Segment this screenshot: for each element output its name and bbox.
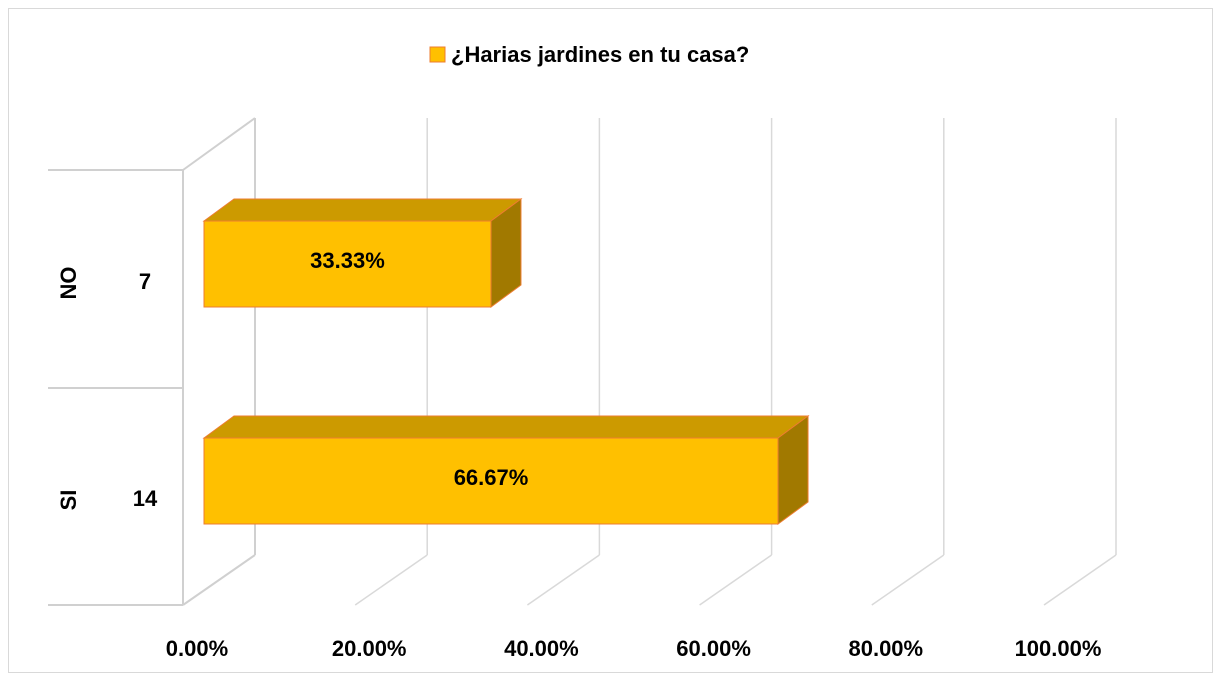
floor-line [526,554,600,606]
bar [203,220,492,308]
x-tick-label: 80.00% [848,636,923,661]
floor-line [1043,554,1117,606]
data-label: 66.67% [454,465,529,490]
bar-top [202,415,810,439]
category-label: SI [56,490,81,511]
floor-line [871,554,945,606]
bar-top [202,198,523,222]
subcategory-label: 7 [139,269,151,294]
legend-swatch [429,46,446,63]
floor-line [354,554,428,606]
chart-frame [8,8,1213,673]
data-label: 33.33% [310,248,385,273]
x-tick-label: 20.00% [332,636,407,661]
x-tick-label: 60.00% [676,636,751,661]
x-tick-label: 100.00% [1015,636,1102,661]
subcategory-label: 14 [133,486,158,511]
x-tick-label: 40.00% [504,636,579,661]
floor-line [699,554,773,606]
legend-label: ¿Harias jardines en tu casa? [451,42,749,67]
bar [203,437,779,525]
category-label: NO [56,267,81,300]
x-tick-label: 0.00% [166,636,228,661]
